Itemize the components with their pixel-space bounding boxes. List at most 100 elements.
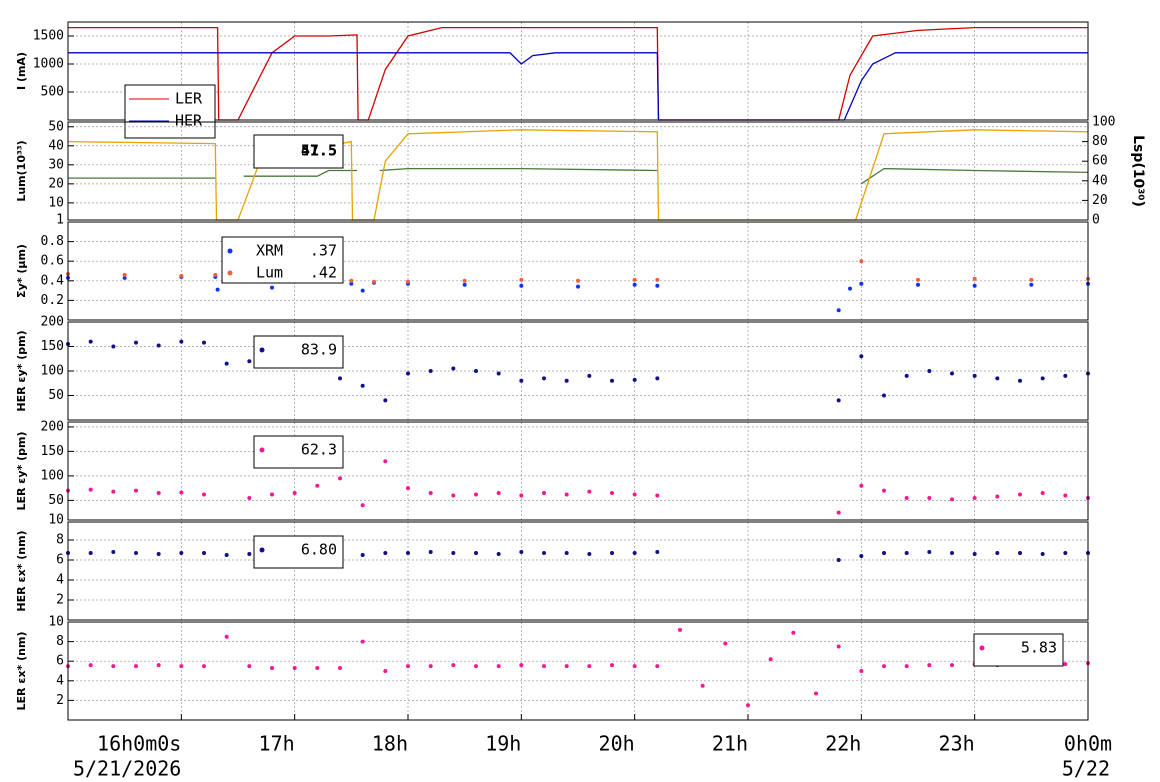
point	[406, 279, 410, 284]
point	[1063, 493, 1068, 498]
point	[904, 551, 909, 555]
y-tick-label: 1	[56, 213, 64, 228]
y2-tick-label: 20	[1092, 193, 1108, 208]
point	[111, 664, 116, 669]
point	[995, 376, 1000, 381]
point	[134, 340, 138, 345]
point	[746, 703, 750, 708]
point	[859, 259, 864, 264]
point	[1063, 662, 1068, 667]
point	[576, 284, 580, 289]
point	[836, 644, 841, 649]
y-tick-label: 6	[56, 654, 64, 669]
point	[519, 283, 524, 288]
point	[338, 666, 342, 671]
y-tick-label: 30	[48, 157, 64, 172]
point	[134, 551, 138, 555]
point	[587, 489, 592, 494]
point	[428, 369, 433, 373]
point	[587, 664, 592, 669]
point	[655, 664, 660, 669]
point	[882, 664, 886, 669]
point	[213, 272, 218, 277]
y2-tick-label: 0	[1092, 213, 1100, 228]
point	[224, 361, 229, 366]
legend-label: LER	[175, 90, 203, 108]
point	[882, 488, 886, 493]
point	[383, 398, 388, 403]
point	[848, 286, 852, 291]
point	[610, 491, 614, 496]
point	[995, 494, 1000, 499]
legend-box	[253, 535, 344, 569]
point	[564, 551, 569, 555]
plot-frame	[67, 321, 1089, 421]
point	[916, 277, 920, 282]
y-axis-label: HER εy* (pm)	[15, 330, 28, 411]
point	[542, 376, 546, 381]
point	[1029, 277, 1034, 282]
point	[576, 278, 580, 283]
legend-marker	[227, 270, 233, 276]
point	[610, 551, 614, 555]
point	[610, 663, 614, 668]
legend: 47.551.5	[253, 134, 344, 169]
point	[927, 550, 932, 554]
y-tick-label: 8	[56, 634, 64, 649]
point	[202, 664, 206, 669]
point	[215, 287, 220, 292]
point	[383, 459, 388, 464]
point	[1029, 282, 1034, 287]
point	[972, 495, 977, 500]
y-tick-label: 0.6	[41, 254, 64, 269]
legend-marker	[227, 248, 233, 254]
y-tick-label: 2	[56, 693, 64, 708]
y-tick-label: 150	[41, 339, 64, 354]
point	[519, 378, 524, 383]
point	[338, 476, 342, 481]
point	[950, 663, 954, 668]
point	[247, 495, 252, 500]
y-tick-label: 150	[41, 444, 64, 459]
point	[247, 359, 252, 364]
legend: 5.83	[973, 633, 1064, 667]
x-tick-label: 20h	[599, 732, 635, 756]
point	[859, 669, 864, 673]
point	[859, 483, 864, 488]
point	[610, 378, 614, 383]
point	[950, 551, 954, 555]
y-tick-label: 8	[56, 533, 64, 548]
y-axis-label: LER εx* (nm)	[15, 632, 28, 711]
point	[904, 373, 909, 378]
point	[587, 552, 592, 556]
legend-value: 83.9	[301, 341, 337, 359]
point	[179, 273, 184, 278]
y-tick-label: 50	[48, 388, 64, 403]
point	[179, 664, 184, 669]
point	[202, 551, 206, 555]
plot-frame	[67, 621, 1089, 721]
y-axis-label: HER εx* (nm)	[15, 530, 28, 611]
plot-frame	[67, 221, 1089, 321]
point	[1063, 551, 1068, 555]
legend-value: .42	[310, 264, 337, 282]
y-tick-label: 10	[48, 513, 64, 528]
point	[349, 278, 354, 283]
panel: 10 50 100 150 200 LER εy* (pm)	[15, 419, 1090, 528]
point	[224, 634, 229, 639]
legend-label: Lum	[256, 264, 283, 282]
point	[927, 495, 932, 500]
point	[496, 371, 501, 376]
y-tick-label: 100	[41, 468, 64, 483]
point	[156, 663, 161, 668]
point	[632, 377, 637, 382]
x-tick-label: 0h0m	[1064, 732, 1112, 756]
legend-value: 6.80	[301, 541, 337, 559]
point	[451, 366, 456, 371]
point	[700, 683, 705, 688]
point	[632, 282, 637, 287]
panel: 50 100 150 200 HER εy* (pm)	[15, 315, 1090, 421]
legend-box	[253, 335, 344, 369]
point	[632, 492, 637, 497]
point	[111, 550, 116, 554]
